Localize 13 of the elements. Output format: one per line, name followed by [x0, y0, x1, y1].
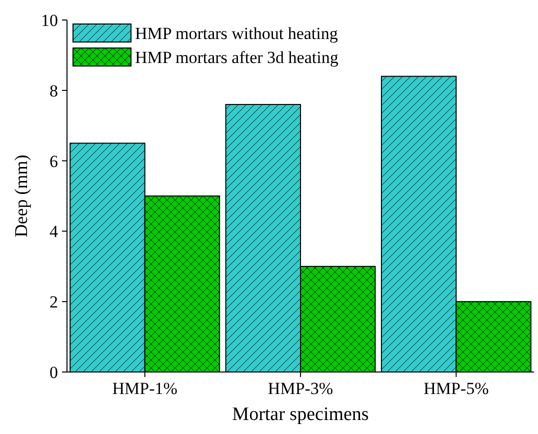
- y-tick-label: 0: [50, 362, 58, 382]
- y-tick-label: 2: [50, 292, 58, 312]
- x-tick-label: HMP-5%: [424, 379, 489, 398]
- x-tick-label: HMP-1%: [112, 379, 178, 398]
- x-tick-label: HMP-3%: [268, 379, 334, 398]
- y-tick-label: 6: [50, 152, 58, 171]
- y-axis-title: Deep (mm): [11, 154, 31, 238]
- x-axis-title: Mortar specimens: [232, 404, 369, 425]
- y-tick-label: 8: [50, 81, 58, 100]
- y-tick-label: 4: [50, 222, 58, 242]
- legend-label: HMP mortars without heating: [135, 24, 338, 43]
- legend-label: HMP mortars after 3d heating: [135, 48, 339, 67]
- y-tick-label: 10: [41, 10, 58, 30]
